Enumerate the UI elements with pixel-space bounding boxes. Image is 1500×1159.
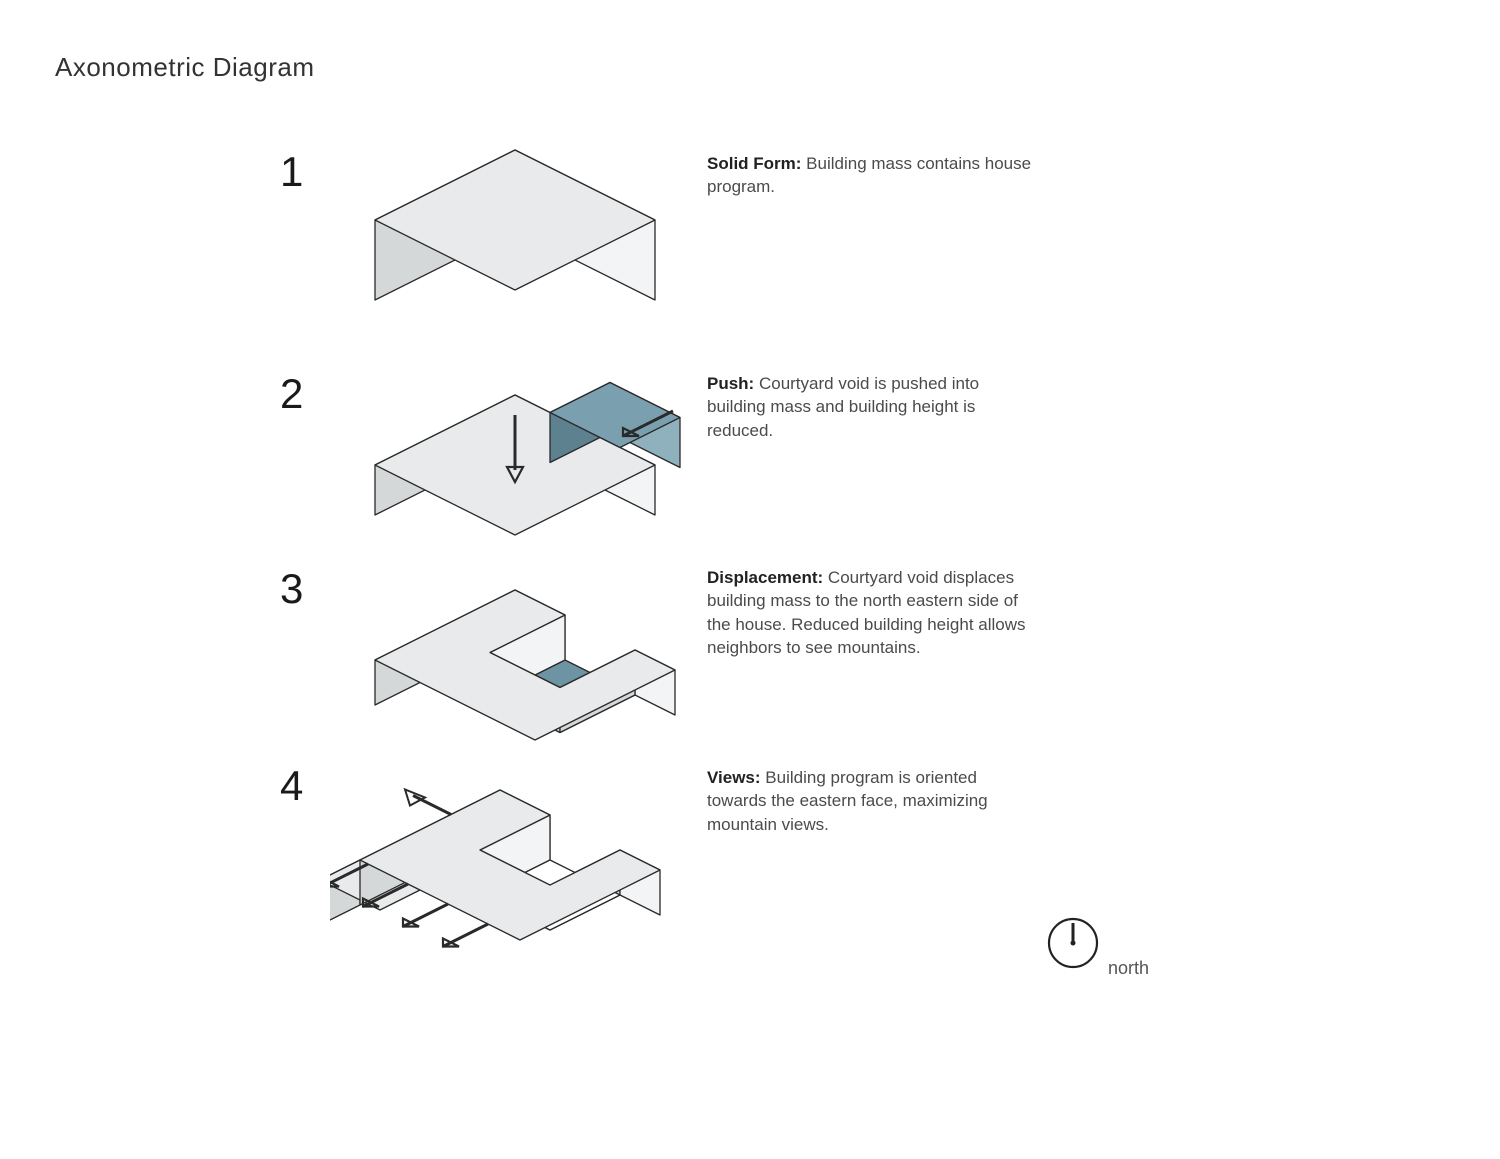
diagram-title: Axonometric Diagram xyxy=(55,52,314,83)
step-number-3: 3 xyxy=(280,565,303,613)
step-number-4: 4 xyxy=(280,762,303,810)
step-number-1: 1 xyxy=(280,148,303,196)
step-caption-1: Solid Form: Building mass contains house… xyxy=(707,152,1037,199)
step-number-2: 2 xyxy=(280,370,303,418)
diagram-canvas xyxy=(330,80,700,1010)
step-caption-3: Displacement: Courtyard void displaces b… xyxy=(707,566,1037,660)
north-label: north xyxy=(1108,958,1149,979)
step-caption-2: Push: Courtyard void is pushed into buil… xyxy=(707,372,1037,442)
step-caption-4: Views: Building program is oriented towa… xyxy=(707,766,1037,836)
north-compass-icon xyxy=(1043,913,1103,973)
